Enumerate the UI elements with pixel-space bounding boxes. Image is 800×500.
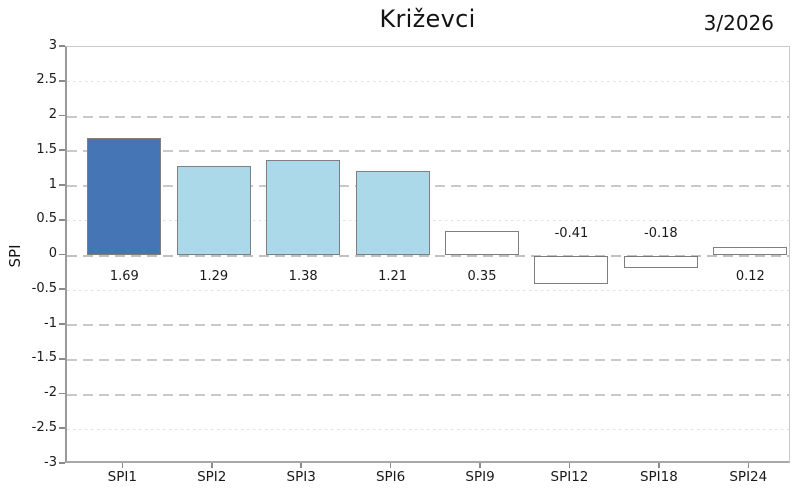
bar-SPI12 [534,255,609,284]
y-tick-label: 3 [48,37,57,53]
gridline-major [67,150,789,153]
y-tick-label: -2 [44,385,57,400]
bars-layer [67,47,789,461]
gridline-minor [67,81,789,83]
zero-gridline [67,254,789,257]
bar-SPI3 [266,159,341,256]
gridline-major [67,115,789,118]
y-tick-label: -0.5 [31,280,57,296]
x-tick-mark [747,463,750,468]
x-tick-mark [568,463,571,468]
y-tick-mark [59,462,65,464]
y-tick-mark [59,218,65,221]
x-tick-label-SPI18: SPI18 [639,469,678,485]
y-tick-mark [59,392,65,395]
y-tick-mark [59,253,65,256]
x-tick-mark [479,463,481,468]
y-tick-mark [59,149,65,152]
x-tick-label-SPI6: SPI6 [375,469,406,485]
x-tick-label-SPI3: SPI3 [286,469,316,485]
x-tick-label-SPI24: SPI24 [729,469,768,485]
gridline-minor [67,289,789,291]
bar-value-label: -0.18 [644,225,678,241]
bar-value-label: -0.41 [554,225,589,241]
overlay-layer: 1.69 1.29 1.38 1.21 0.35 -0.41 -0.18 0.12 [67,47,789,461]
y-tick-label: -2.5 [31,419,57,435]
y-tick-label: 2 [48,107,57,122]
y-tick-mark [59,184,65,186]
y-tick-label: 1.5 [36,141,57,157]
y-tick-label: 2.5 [36,72,57,88]
bar-SPI6 [355,171,430,256]
gridline-major [67,324,789,326]
x-tick-label-SPI2: SPI2 [197,469,227,485]
x-tick-mark [210,463,213,468]
bar-value-label: 1.69 [109,268,139,284]
y-tick-mark [59,45,65,47]
y-tick-label: 1 [48,176,57,192]
y-tick-mark [59,427,65,430]
y-tick-label: -1.5 [31,350,57,366]
y-tick-mark [59,357,65,360]
x-tick-mark [121,463,124,468]
x-tick-mark [658,463,660,468]
bar-SPI2 [176,165,251,256]
y-tick-label: 0.5 [36,211,57,227]
x-tick-label-SPI12: SPI12 [550,469,589,485]
y-tick-label: -3 [44,454,57,470]
chart-title: Križevci [379,5,476,33]
gridline-major [67,393,789,396]
bar-SPI24 [713,247,788,256]
plot-area: 1.69 1.29 1.38 1.21 0.35 -0.41 -0.18 0.12 [65,46,790,463]
y-tick-mark [59,114,65,117]
gridline-major [67,358,789,361]
y-tick-mark [59,323,65,325]
bar-SPI18 [623,255,698,268]
gridline-minor [67,428,789,430]
x-tick-mark [300,463,303,468]
y-tick-mark [59,79,65,82]
bar-value-label: 0.35 [467,268,497,284]
y-tick-mark [59,288,65,291]
x-tick-label-SPI9: SPI9 [465,469,495,485]
y-tick-label: -1 [44,315,57,331]
bar-value-label: 0.12 [735,268,765,284]
bar-SPI1 [87,138,162,256]
bar-value-label: 1.29 [199,268,229,284]
chart-period-label: 3/2026 [703,11,774,35]
bar-SPI9 [445,231,520,256]
y-tick-label: 0 [48,246,57,261]
x-tick-mark [389,463,392,468]
bar-value-label: 1.38 [288,268,318,284]
x-tick-label-SPI1: SPI1 [107,469,137,485]
bar-value-label: 1.21 [378,268,408,284]
